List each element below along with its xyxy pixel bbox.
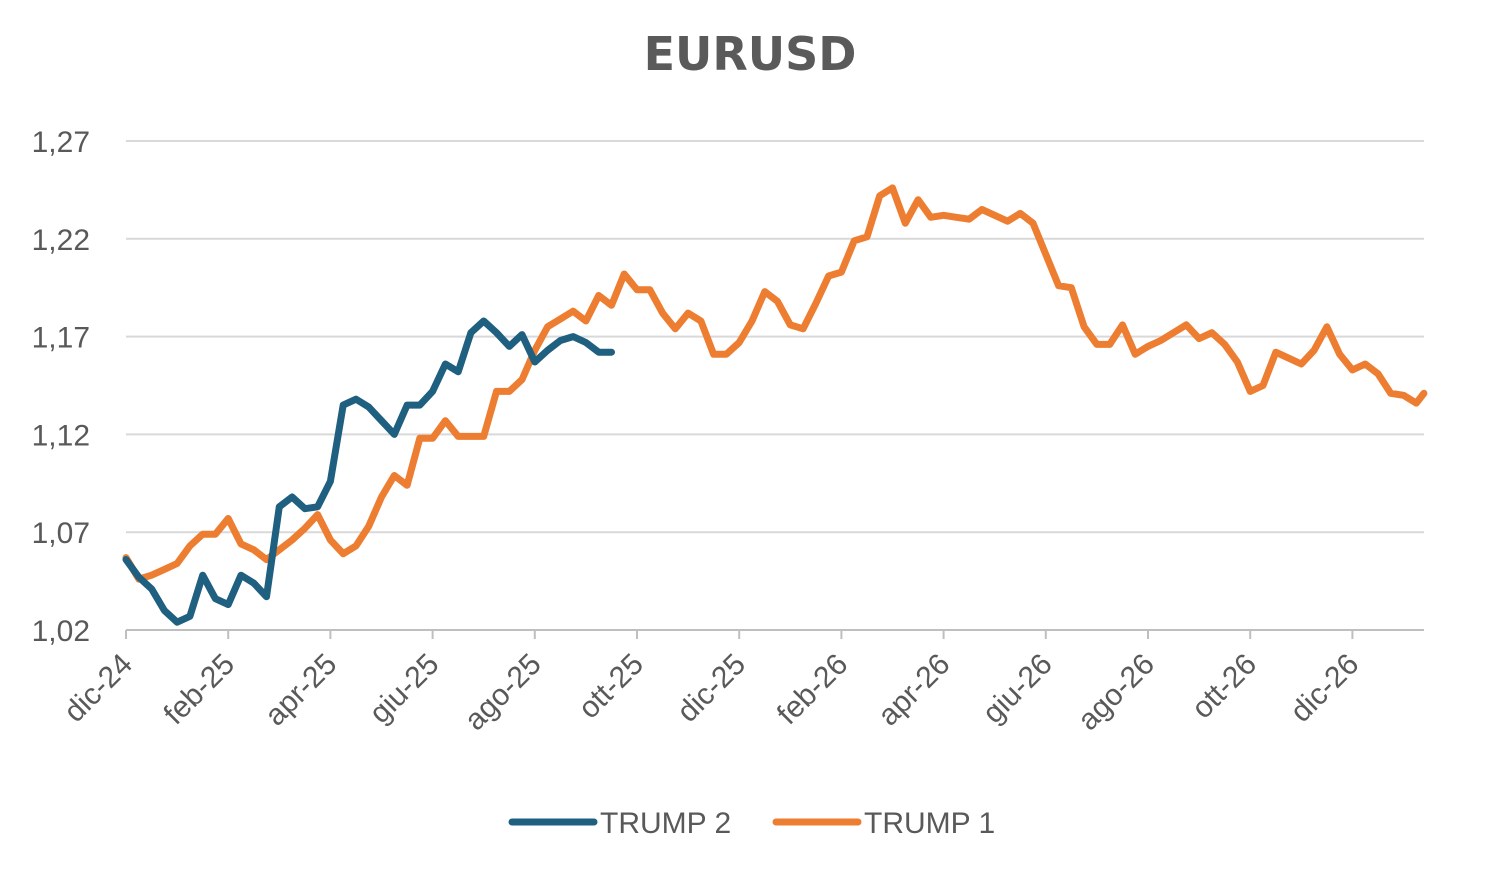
y-tick-label: 1,02 (32, 615, 90, 648)
x-tick-label: giu-26 (976, 648, 1058, 730)
series-line-trump-1 (122, 184, 1428, 583)
y-tick-label: 1,27 (32, 126, 90, 159)
series-lines (122, 184, 1428, 626)
y-tick-label: 1,17 (32, 322, 90, 355)
x-tick-label: feb-25 (158, 648, 241, 731)
series-line-trump-2 (122, 317, 615, 626)
x-tick-label: dic-26 (1284, 648, 1365, 729)
chart-title: EURUSD (644, 27, 857, 81)
x-tick-label: apr-26 (872, 648, 957, 733)
legend-label-trump-2: TRUMP 2 (600, 807, 731, 840)
gridlines (126, 140, 1424, 534)
x-tick-label: dic-25 (671, 648, 752, 729)
y-axis-ticks: 1,02 1,07 1,12 1,17 1,22 1,27 (32, 126, 90, 648)
x-tick-label: apr-25 (259, 648, 344, 733)
x-tick-label: ago-25 (458, 648, 547, 737)
legend: TRUMP 2 TRUMP 1 (508, 807, 995, 840)
x-tick-label: giu-25 (363, 648, 445, 730)
x-tick-label: ott-26 (1186, 648, 1264, 726)
x-tick-label: dic-24 (58, 648, 139, 729)
legend-label-trump-1: TRUMP 1 (864, 807, 995, 840)
x-tick-label: feb-26 (771, 648, 854, 731)
x-tick-label: ago-26 (1072, 648, 1161, 737)
x-axis: dic-24 feb-25 apr-25 giu-25 ago-25 ott-25 dic-… (58, 629, 1424, 737)
y-tick-label: 1,07 (32, 517, 90, 550)
y-tick-label: 1,12 (32, 419, 90, 452)
y-tick-label: 1,22 (32, 224, 90, 257)
x-tick-label: ott-25 (572, 648, 650, 726)
